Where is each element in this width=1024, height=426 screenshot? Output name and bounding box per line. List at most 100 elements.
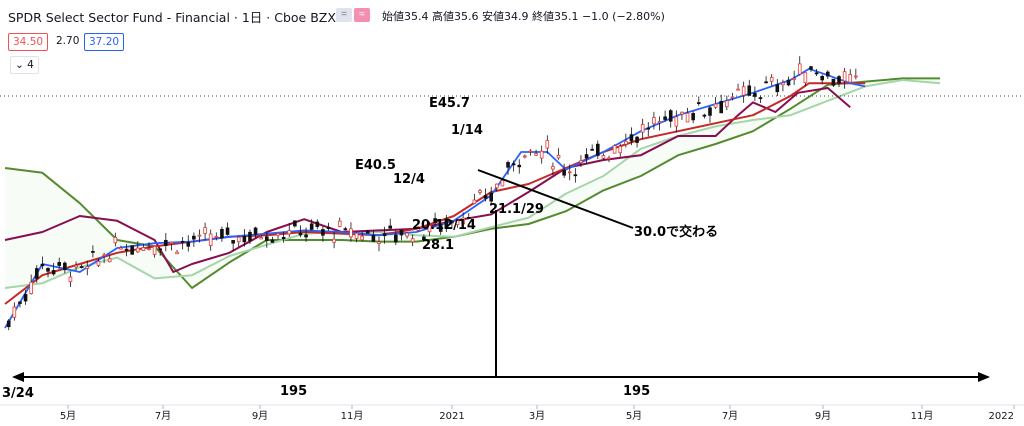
x-tick-label: 7月 <box>722 410 738 422</box>
annotation-date-20-1214: 20.12/14 <box>412 218 476 233</box>
candle-body <box>511 163 516 166</box>
candle-body <box>264 236 269 241</box>
candle-body <box>837 76 841 84</box>
candle-body <box>152 246 157 255</box>
x-tick-label: 2021 <box>439 411 464 422</box>
candle-body <box>169 241 174 244</box>
candle-body <box>848 74 853 83</box>
candle-body <box>500 180 505 187</box>
candle-body <box>399 230 404 236</box>
candle-body <box>803 72 808 84</box>
candle-body <box>158 248 163 251</box>
candle-body <box>455 220 460 225</box>
candle-body <box>652 117 656 125</box>
x-axis[interactable]: 5月 7月 9月 11月 2021 3月 5月 7月 9月 11月 2022 <box>60 405 1015 422</box>
candle-body <box>164 239 168 246</box>
candle-body <box>567 171 572 174</box>
candle-body <box>326 227 331 229</box>
annotation-cross: 30.0で交わる <box>634 224 718 240</box>
cloud-area <box>5 78 940 289</box>
candle-body <box>46 268 50 272</box>
indicator-chip-red[interactable]: 34.50 <box>8 33 49 51</box>
series-line-kijun_red <box>4 82 866 305</box>
candle-body <box>287 230 292 235</box>
candle-body <box>551 166 555 170</box>
candle-body <box>135 247 140 253</box>
candle-body <box>741 86 746 96</box>
candle-body <box>792 77 796 80</box>
candle-body <box>556 154 561 159</box>
candle-body <box>725 100 729 108</box>
candle-body <box>640 124 645 133</box>
candle-body <box>607 157 611 160</box>
visibility-toggle-icon[interactable]: = <box>336 8 352 22</box>
candle-body <box>450 221 454 224</box>
candle-body <box>444 218 449 230</box>
candle-body <box>680 111 684 115</box>
indicator-chip-mid: 2.70 <box>56 35 80 47</box>
candle-body <box>225 227 230 235</box>
candle-body <box>461 217 465 225</box>
candle-body <box>253 227 258 235</box>
span-arrow-right-head <box>978 372 990 382</box>
candle-body <box>236 236 241 243</box>
span-arrow-left-head <box>12 372 24 382</box>
candle-body <box>298 232 303 236</box>
candle-body <box>685 112 690 123</box>
candle-body <box>495 183 499 189</box>
candle-body <box>769 77 774 82</box>
cross-pointer-line <box>477 169 634 229</box>
candle-body <box>573 174 578 177</box>
ohlc-readout: 始値35.4 高値35.6 安値34.9 終値35.1 −1.0 (−2.80%… <box>382 10 665 23</box>
candle-body <box>820 75 824 81</box>
compare-wave-icon[interactable]: ≈ <box>354 8 370 22</box>
candle-body <box>147 248 151 251</box>
candle-body <box>186 241 191 247</box>
candle-body <box>826 71 830 77</box>
chart-title[interactable]: SPDR Select Sector Fund - Financial · 1日… <box>8 10 336 25</box>
annotation-e40: E40.5 <box>355 158 396 173</box>
candle-body <box>231 240 235 244</box>
candle-body <box>276 233 280 236</box>
x-tick-label: 9月 <box>815 410 831 422</box>
candle-body <box>579 160 583 163</box>
candle-body <box>781 82 785 86</box>
candle-body <box>691 113 695 121</box>
candle-body <box>595 143 600 156</box>
candle-body <box>141 247 146 251</box>
x-tick-label: 3月 <box>529 410 545 422</box>
candle-body <box>394 234 398 243</box>
candle-body <box>259 237 263 240</box>
candle-body <box>618 145 623 154</box>
annotation-date-1204: 12/4 <box>393 172 425 187</box>
candle-body <box>23 294 28 302</box>
candle-body <box>18 301 22 304</box>
candle-body <box>96 261 101 266</box>
candle-body <box>506 162 510 168</box>
candle-body <box>854 75 858 78</box>
candle-body <box>68 276 73 283</box>
candle-body <box>208 233 213 246</box>
candle-body <box>410 238 415 243</box>
candle-body <box>315 221 320 227</box>
candle-body <box>539 150 544 159</box>
x-tick-label: 9月 <box>252 410 268 422</box>
candle-body <box>713 103 718 108</box>
candle-body <box>63 262 67 271</box>
candle-body <box>601 155 606 159</box>
candle-body <box>197 234 202 237</box>
candle-body <box>119 247 123 250</box>
candle-body <box>814 72 819 75</box>
annotation-left-date: 3/24 <box>2 386 34 401</box>
indicators-collapse-button[interactable]: ⌄ 4 <box>10 56 39 74</box>
candle-body <box>478 190 482 193</box>
candle-body <box>365 230 370 234</box>
candle-body <box>831 78 836 86</box>
candle-body <box>708 107 712 116</box>
candle-body <box>797 63 802 75</box>
candlesticks <box>6 56 858 331</box>
annotation-span-right: 195 <box>623 384 650 399</box>
candle-body <box>629 134 634 142</box>
indicator-chip-blue[interactable]: 37.20 <box>84 33 125 51</box>
